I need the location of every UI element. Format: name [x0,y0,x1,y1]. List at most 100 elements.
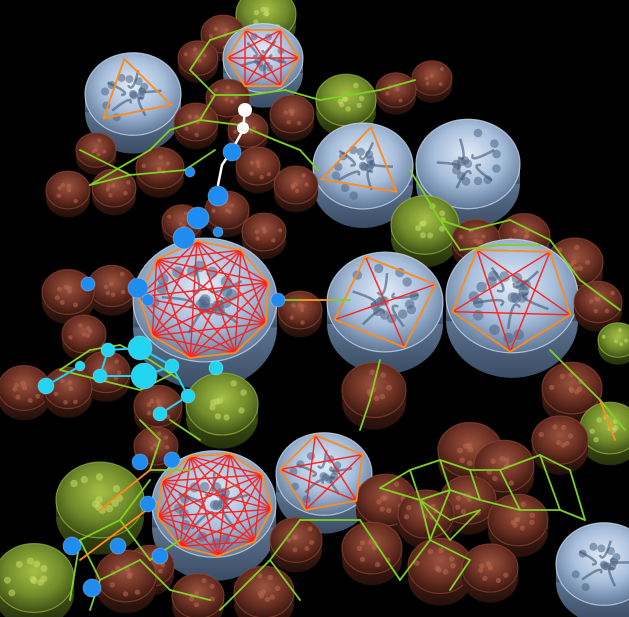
rock-tile[interactable] [177,40,219,83]
mesh-edge [239,559,271,591]
rock-texture-speck [513,516,520,523]
moss-tile[interactable] [597,322,629,365]
rock-tile[interactable] [91,168,137,216]
route-node[interactable] [151,547,169,565]
rock-tile[interactable] [531,415,589,475]
rock-texture-speck [149,446,155,451]
route-node[interactable] [212,226,224,238]
mesh-edge [449,509,481,541]
rock-texture-speck [35,393,41,399]
route-node[interactable] [222,142,242,162]
ice-texture-speck [356,147,365,157]
rock-texture-speck [424,76,429,81]
rock-tile[interactable] [235,146,281,194]
rock-texture-speck [184,126,189,131]
rock-tile[interactable] [95,549,157,614]
rock-tile[interactable] [341,521,403,586]
rock-texture-speck [297,303,303,308]
rock-texture-speck [490,458,496,464]
rock-tile[interactable] [41,269,95,325]
ice-ridge [261,40,277,54]
clique-edge [155,258,191,359]
rock-texture-speck [564,440,570,446]
rock-tile[interactable] [43,366,93,418]
rock-tile[interactable] [461,543,519,603]
rock-texture-speck [561,424,567,430]
rock-texture-speck [163,435,169,440]
moss-tile[interactable] [0,543,75,617]
rock-tile[interactable] [375,72,417,115]
rock-tile[interactable] [269,517,323,573]
route-node[interactable] [186,206,210,230]
mesh-edge [419,499,431,541]
rock-texture-speck [109,582,116,588]
route-node[interactable] [207,185,229,207]
rock-tile[interactable] [75,132,117,175]
rock-tile[interactable] [171,573,225,617]
ice-tile[interactable] [326,251,444,374]
ice-texture-speck [380,310,390,320]
route-node[interactable] [127,277,149,299]
rock-texture-speck [442,569,449,575]
rock-tile[interactable] [273,165,319,213]
route-node-white[interactable] [237,122,249,134]
rock-texture-speck [413,560,420,567]
rock-texture-speck [94,148,98,152]
mesh-edge [129,169,186,176]
accent-edge [599,399,616,441]
rock-tile[interactable] [411,60,453,103]
mesh-edge [79,149,101,161]
route-node[interactable] [184,166,196,178]
rock-texture-speck [224,27,229,33]
rock-texture-speck [256,163,261,169]
route-node[interactable] [62,536,82,556]
route-node[interactable] [172,226,196,250]
rock-texture-speck [460,509,467,515]
rock-tile[interactable] [241,212,287,260]
ice-tile[interactable] [132,237,278,390]
mesh-edge [99,379,141,391]
rock-tile[interactable] [573,280,623,332]
clique-edge [138,240,198,298]
rock-texture-speck [569,387,575,393]
rock-texture-speck [157,167,162,173]
clique-edge [304,434,316,511]
rock-texture-speck [304,546,310,552]
rock-tile[interactable] [487,493,549,558]
ice-ridge [366,169,374,191]
route-node[interactable] [139,495,157,513]
ice-tile[interactable] [555,522,629,617]
rock-texture-speck [267,574,273,581]
rock-tile[interactable] [0,365,51,421]
rock-tile[interactable] [61,314,107,362]
clique-edge [189,281,269,359]
mesh-edge [169,589,211,601]
route-node[interactable] [131,453,149,471]
ice-ridge [337,170,361,182]
rock-tile[interactable] [269,94,315,142]
route-node[interactable] [270,292,286,308]
rock-tile[interactable] [233,565,295,617]
moss-tile[interactable] [185,372,259,449]
clique-edge [189,455,263,476]
moss-tile[interactable] [55,461,145,555]
ice-tile[interactable] [415,118,521,229]
route-node[interactable] [208,360,224,376]
rock-tile[interactable] [341,361,407,430]
ring-edge [264,281,269,325]
rock-texture-speck [482,575,488,582]
route-node[interactable] [163,451,181,469]
route-node[interactable] [80,276,96,292]
route-node[interactable] [82,578,102,598]
rock-tile[interactable] [45,170,91,218]
route-node[interactable] [141,293,155,307]
moss-tile[interactable] [579,401,629,466]
clique-edge [151,240,198,337]
rock-texture-speck [495,577,501,584]
rock-texture-speck [448,556,455,562]
route-node-white[interactable] [238,103,252,117]
route-node[interactable] [109,537,127,555]
rock-texture-speck [478,239,484,245]
ice-tile[interactable] [445,238,579,378]
